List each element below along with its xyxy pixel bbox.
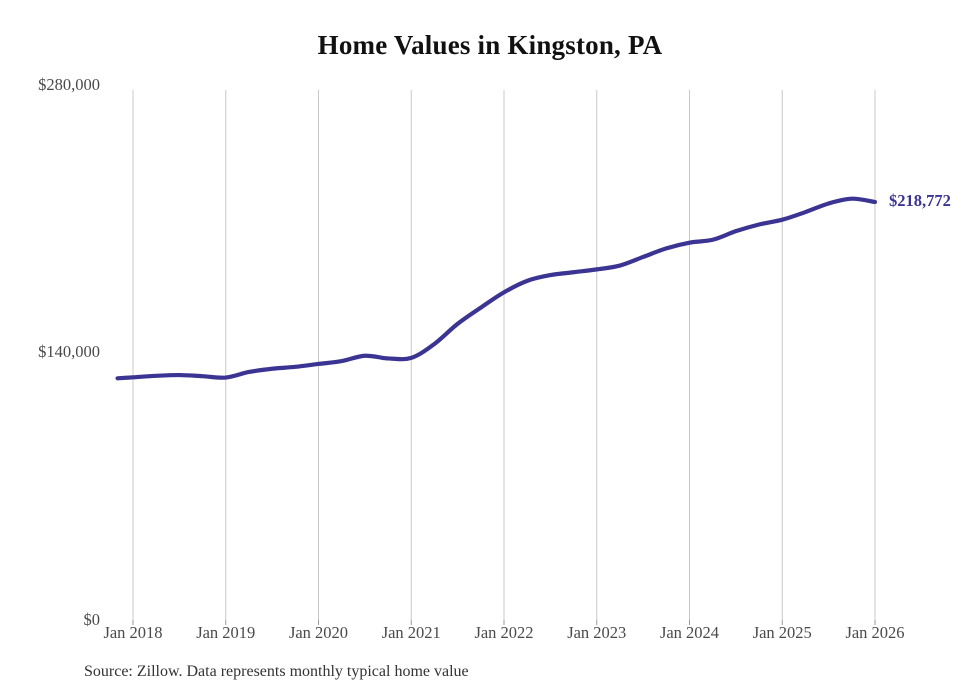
x-axis-tick-label: Jan 2024: [659, 623, 720, 642]
end-value-annotation: $218,772: [889, 190, 951, 210]
source-note: Source: Zillow. Data represents monthly …: [84, 663, 469, 680]
x-axis-tick-marks: [132, 620, 876, 625]
chart-title: Home Values in Kingston, PA: [317, 30, 663, 60]
x-axis-tick-label: Jan 2018: [103, 623, 163, 642]
x-axis-tick-label: Jan 2026: [845, 623, 905, 642]
x-axis-tick-label: Jan 2025: [752, 623, 812, 642]
y-axis-tick-top: $280,000: [38, 75, 100, 94]
x-axis-tick-label: Jan 2020: [288, 623, 349, 642]
x-axis-tick-label: Jan 2019: [196, 623, 256, 642]
x-axis-tick-label: Jan 2021: [381, 623, 441, 642]
y-axis-tick-middle: $140,000: [38, 342, 100, 361]
x-axis-tick-label: Jan 2023: [567, 623, 627, 642]
gridlines-group: [132, 90, 876, 620]
x-axis-tick-label: Jan 2022: [474, 623, 534, 642]
value-line-path: [115, 196, 878, 381]
y-axis-tick-bottom: $0: [83, 610, 101, 629]
